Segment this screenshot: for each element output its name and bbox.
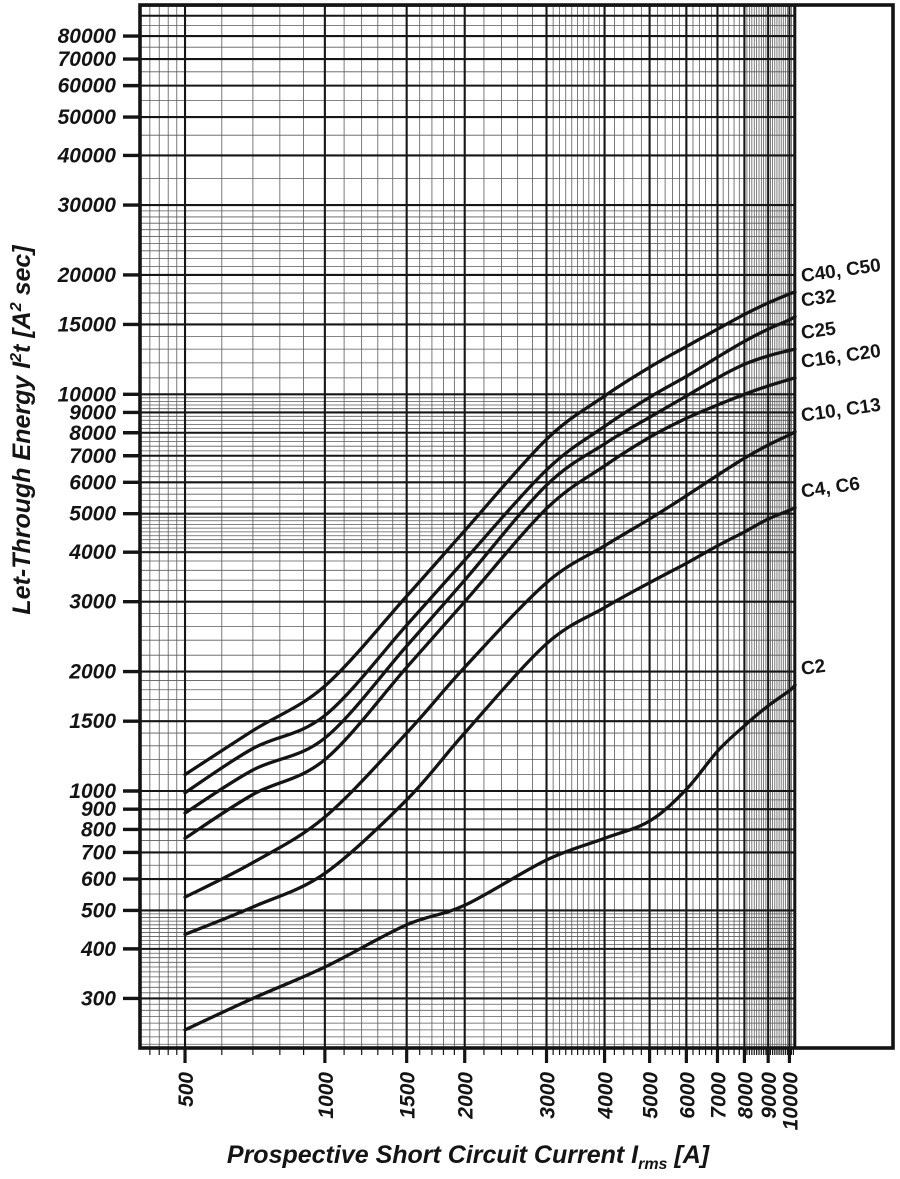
curve-label-C4-C6: C4, C6 <box>800 474 861 503</box>
x-tick-labels: 500 1000 1500 2000 3000 4000 5000 6000 7000 8000 9… <box>175 1072 802 1131</box>
curve-C10-C13 <box>183 430 797 899</box>
x-tick-label: 1500 <box>397 1072 420 1119</box>
y-tick-label: 9000 <box>69 401 116 424</box>
y-tick-label: 50000 <box>58 106 117 129</box>
y-axis-title: Let-Through Energy I2t [A2 sec] <box>8 244 36 615</box>
grid-major <box>140 5 795 1048</box>
y-tick-label: 30000 <box>58 194 117 217</box>
x-tick-label: 3000 <box>537 1072 560 1119</box>
x-tick-label: 9000 <box>758 1072 781 1119</box>
y-tick-label: 80000 <box>58 25 117 48</box>
y-tick-label: 1500 <box>69 710 116 733</box>
curve-label-C2: C2 <box>800 656 827 680</box>
y-tick-label: 800 <box>81 818 116 841</box>
y-tick-label: 8000 <box>69 422 116 445</box>
y-tick-label: 900 <box>81 798 116 821</box>
y-tick-label: 70000 <box>58 48 117 71</box>
axis-titles: Let-Through Energy I2t [A2 sec] Prospecti… <box>8 244 711 1173</box>
x-tick-label: 500 <box>175 1072 198 1107</box>
curve-C32 <box>183 314 797 795</box>
curve-C4-C6 <box>183 505 797 937</box>
y-tick-label: 60000 <box>58 75 117 98</box>
y-tick-label: 10000 <box>58 383 117 406</box>
x-tick-label: 5000 <box>640 1072 663 1119</box>
y-tick-label: 1000 <box>69 780 116 803</box>
y-tick-label: 2000 <box>68 661 116 684</box>
y-tick-label: 20000 <box>57 264 117 287</box>
y-tick-label: 500 <box>81 899 116 922</box>
x-tick-label: 7000 <box>707 1072 730 1119</box>
curve-label-C10-C13: C10, C13 <box>800 395 882 427</box>
x-tick-label: 6000 <box>676 1072 699 1119</box>
curve-label-C16-C20: C16, C20 <box>800 341 882 373</box>
curve-label-C25: C25 <box>800 318 838 344</box>
y-tick-label: 3000 <box>69 591 116 614</box>
x-tick-label: 8000 <box>734 1072 757 1119</box>
x-axis-title: Prospective Short Circuit Current Irms [… <box>227 1141 711 1173</box>
y-tick-label: 7000 <box>69 445 116 468</box>
axis-ticks <box>123 34 795 1063</box>
curve-C25 <box>183 347 797 815</box>
y-tick-label: 300 <box>81 987 116 1010</box>
y-tick-label: 15000 <box>58 313 117 336</box>
y-tick-label: 5000 <box>69 503 116 526</box>
curve-C16-C20 <box>183 376 797 840</box>
x-tick-label: 4000 <box>595 1072 618 1120</box>
curve-label-C32: C32 <box>800 286 837 312</box>
x-tick-label: 10000 <box>779 1072 802 1131</box>
y-tick-label: 600 <box>81 868 116 891</box>
x-tick-label: 1000 <box>315 1072 338 1119</box>
y-tick-label: 400 <box>80 938 116 961</box>
curve-C2 <box>183 683 797 1032</box>
y-tick-label: 40000 <box>57 144 117 167</box>
x-tick-label: 2000 <box>455 1072 478 1120</box>
y-tick-label: 700 <box>81 841 116 864</box>
curve-label-C40-C50: C40, C50 <box>800 255 882 287</box>
curve-C40-C50 <box>183 290 797 777</box>
curves <box>183 290 797 1032</box>
plot-frame <box>138 3 895 1050</box>
y-tick-label: 6000 <box>69 471 116 494</box>
y-tick-label: 4000 <box>68 541 116 564</box>
